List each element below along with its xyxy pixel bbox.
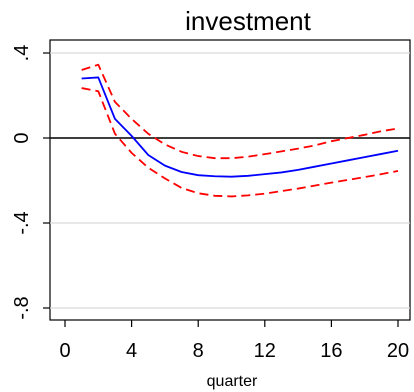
y-tick-label-2: -.4 bbox=[11, 211, 33, 234]
series-group bbox=[81, 63, 399, 198]
x-tick-label-0: 0 bbox=[59, 340, 70, 362]
series-estimate-line bbox=[81, 76, 399, 178]
series-upper-band-line bbox=[81, 63, 399, 160]
y-tick-label-3: -.8 bbox=[11, 296, 33, 319]
x-axis-label: quarter bbox=[207, 373, 258, 390]
x-axis: 0 4 8 12 16 20 bbox=[59, 320, 409, 362]
y-tick-label-1: 0 bbox=[11, 132, 33, 143]
chart-title: investment bbox=[185, 6, 311, 36]
plot-area bbox=[49, 39, 411, 321]
y-axis: .4 0 -.4 -.8 bbox=[11, 45, 50, 320]
x-tick-label-4: 16 bbox=[320, 340, 342, 362]
series-lower-band-line bbox=[81, 87, 399, 198]
x-tick-label-5: 20 bbox=[387, 340, 409, 362]
x-tick-label-2: 8 bbox=[193, 340, 204, 362]
x-tick-label-3: 12 bbox=[254, 340, 276, 362]
y-tick-label-0: .4 bbox=[11, 45, 33, 62]
x-tick-label-1: 4 bbox=[126, 340, 137, 362]
